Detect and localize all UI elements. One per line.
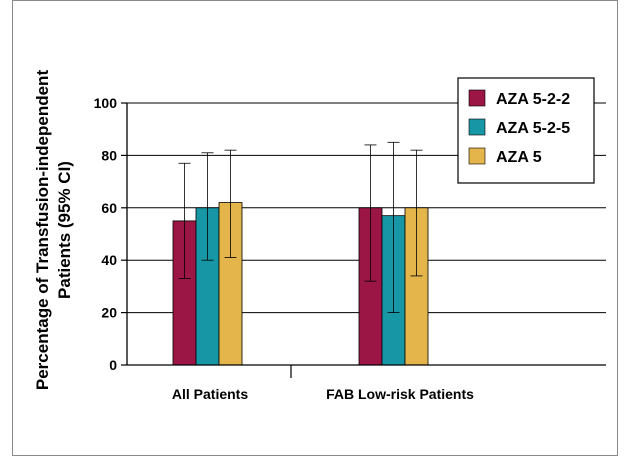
y-tick-labels: 0 20 40 60 80 100 [94, 95, 118, 373]
x-category-labels: All Patients FAB Low-risk Patients [172, 386, 474, 402]
y-tick-label: 60 [101, 200, 117, 216]
y-tick-label: 80 [101, 147, 117, 163]
y-axis-label-line-1: Percentage of Transfusion-independent [33, 70, 52, 391]
chart-frame [12, 0, 618, 456]
y-tick-label: 100 [94, 95, 118, 111]
error-bars [178, 141, 423, 314]
legend-swatch [468, 118, 486, 136]
legend-swatch [468, 89, 486, 107]
x-category-label: FAB Low-risk Patients [326, 386, 474, 402]
y-axis-label: Percentage of Transfusion-independent Pa… [33, 70, 74, 391]
bars [172, 202, 429, 366]
legend-swatch [468, 147, 486, 165]
legend: AZA 5-2-2 AZA 5-2-5 AZA 5 [457, 77, 595, 184]
y-tick-label: 0 [109, 357, 117, 373]
y-tick-label: 20 [101, 305, 117, 321]
x-category-label: All Patients [172, 386, 248, 402]
legend-label: AZA 5-2-5 [496, 120, 570, 137]
y-tick-label: 40 [101, 252, 117, 268]
legend-label: AZA 5 [496, 149, 542, 166]
axes [121, 102, 606, 378]
y-axis-label-line-2: Patients (95% CI) [55, 161, 74, 299]
legend-label: AZA 5-2-2 [496, 91, 570, 108]
